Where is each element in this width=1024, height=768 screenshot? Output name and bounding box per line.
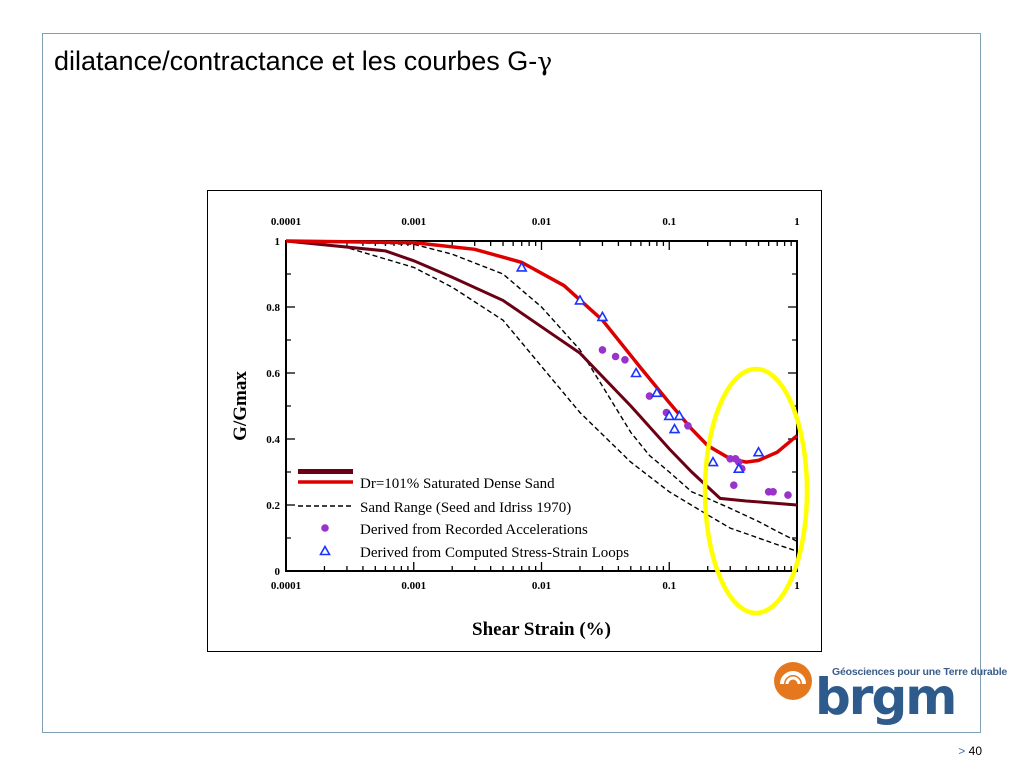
legend-swatch-dense-sand-dark xyxy=(298,469,353,474)
sand-range-upper-line xyxy=(285,240,798,542)
x-tick-label-bottom: 0.001 xyxy=(401,580,426,592)
computed-point xyxy=(515,261,528,272)
recorded-point xyxy=(726,455,735,463)
y-tick-label: 0 xyxy=(275,566,281,578)
computed-point xyxy=(752,446,765,457)
recorded-point xyxy=(645,392,654,400)
x-tick-label-top: 0.1 xyxy=(662,216,676,228)
brgm-wordmark: brgm xyxy=(815,668,957,726)
computed-point xyxy=(596,310,609,322)
y-tick-label: 0.4 xyxy=(266,434,280,446)
page-number: > 40 xyxy=(958,744,982,758)
recorded-point xyxy=(598,346,607,354)
brgm-logo xyxy=(772,655,982,730)
computed-point xyxy=(663,409,676,421)
x-axis-label: Shear Strain (%) xyxy=(472,619,611,640)
x-tick-label-top: 0.01 xyxy=(532,216,551,228)
x-tick-label-bottom: 1 xyxy=(794,580,800,592)
recorded-point xyxy=(684,422,692,430)
page-prefix: > xyxy=(958,744,966,758)
legend-swatch-computed xyxy=(319,544,331,556)
computed-point xyxy=(732,462,745,474)
slide-title: dilatance/contractance et les courbes G-… xyxy=(54,46,552,77)
y-tick-label: 0.8 xyxy=(266,302,280,314)
recorded-point xyxy=(769,488,777,496)
recorded-point xyxy=(729,481,738,490)
legend-swatch-recorded xyxy=(321,524,329,532)
slide-title-text: dilatance/contractance et les courbes G- xyxy=(54,46,538,76)
chart-panel: 0 0.2 0.4 0.6 0.8 1 0.0001 0.0001 0.001 0.001 0.01… xyxy=(207,190,822,652)
computed-point xyxy=(651,386,663,398)
computed-point xyxy=(707,455,719,467)
legend-entry: Derived from Recorded Accelerations xyxy=(360,522,588,538)
brgm-logo-mark-icon xyxy=(774,662,812,700)
x-tick-label-top: 1 xyxy=(794,216,800,228)
recorded-point xyxy=(621,356,629,364)
recorded-point xyxy=(784,491,792,499)
dense-sand-upper-line xyxy=(285,239,799,464)
slide-frame xyxy=(42,33,981,733)
x-tick-label-top: 0.0001 xyxy=(271,216,301,228)
y-tick-label: 0.6 xyxy=(266,368,280,380)
legend-entry: Dr=101% Saturated Dense Sand xyxy=(360,476,555,492)
x-tick-label-bottom: 0.0001 xyxy=(271,580,301,592)
highlight-ellipse xyxy=(702,366,810,616)
recorded-point xyxy=(611,352,620,361)
sand-range-lower-line xyxy=(285,240,798,552)
slide-title-gamma: γ xyxy=(537,47,553,76)
computed-point xyxy=(668,422,681,434)
computed-point xyxy=(630,366,642,378)
y-axis-label: G/Gmax xyxy=(230,371,251,441)
x-tick-label-bottom: 0.1 xyxy=(662,580,676,592)
computed-point xyxy=(673,409,686,421)
page-number-value: 40 xyxy=(968,744,982,758)
computed-point xyxy=(574,294,586,305)
brgm-tagline: Géosciences pour une Terre durable xyxy=(832,666,1008,678)
x-tick-label-top: 0.001 xyxy=(401,216,426,228)
dense-sand-lower-line xyxy=(285,239,798,507)
legend-entry: Derived from Computed Stress-Strain Loop… xyxy=(360,545,629,561)
recorded-point xyxy=(734,458,743,466)
x-tick-label-bottom: 0.01 xyxy=(532,580,551,592)
legend-entry: Sand Range (Seed and Idriss 1970) xyxy=(360,500,571,516)
y-tick-label: 0.2 xyxy=(266,500,280,512)
y-tick-label: 1 xyxy=(275,236,281,248)
chart: 0 0.2 0.4 0.6 0.8 1 0.0001 0.0001 0.001 0.001 0.01… xyxy=(230,216,810,640)
